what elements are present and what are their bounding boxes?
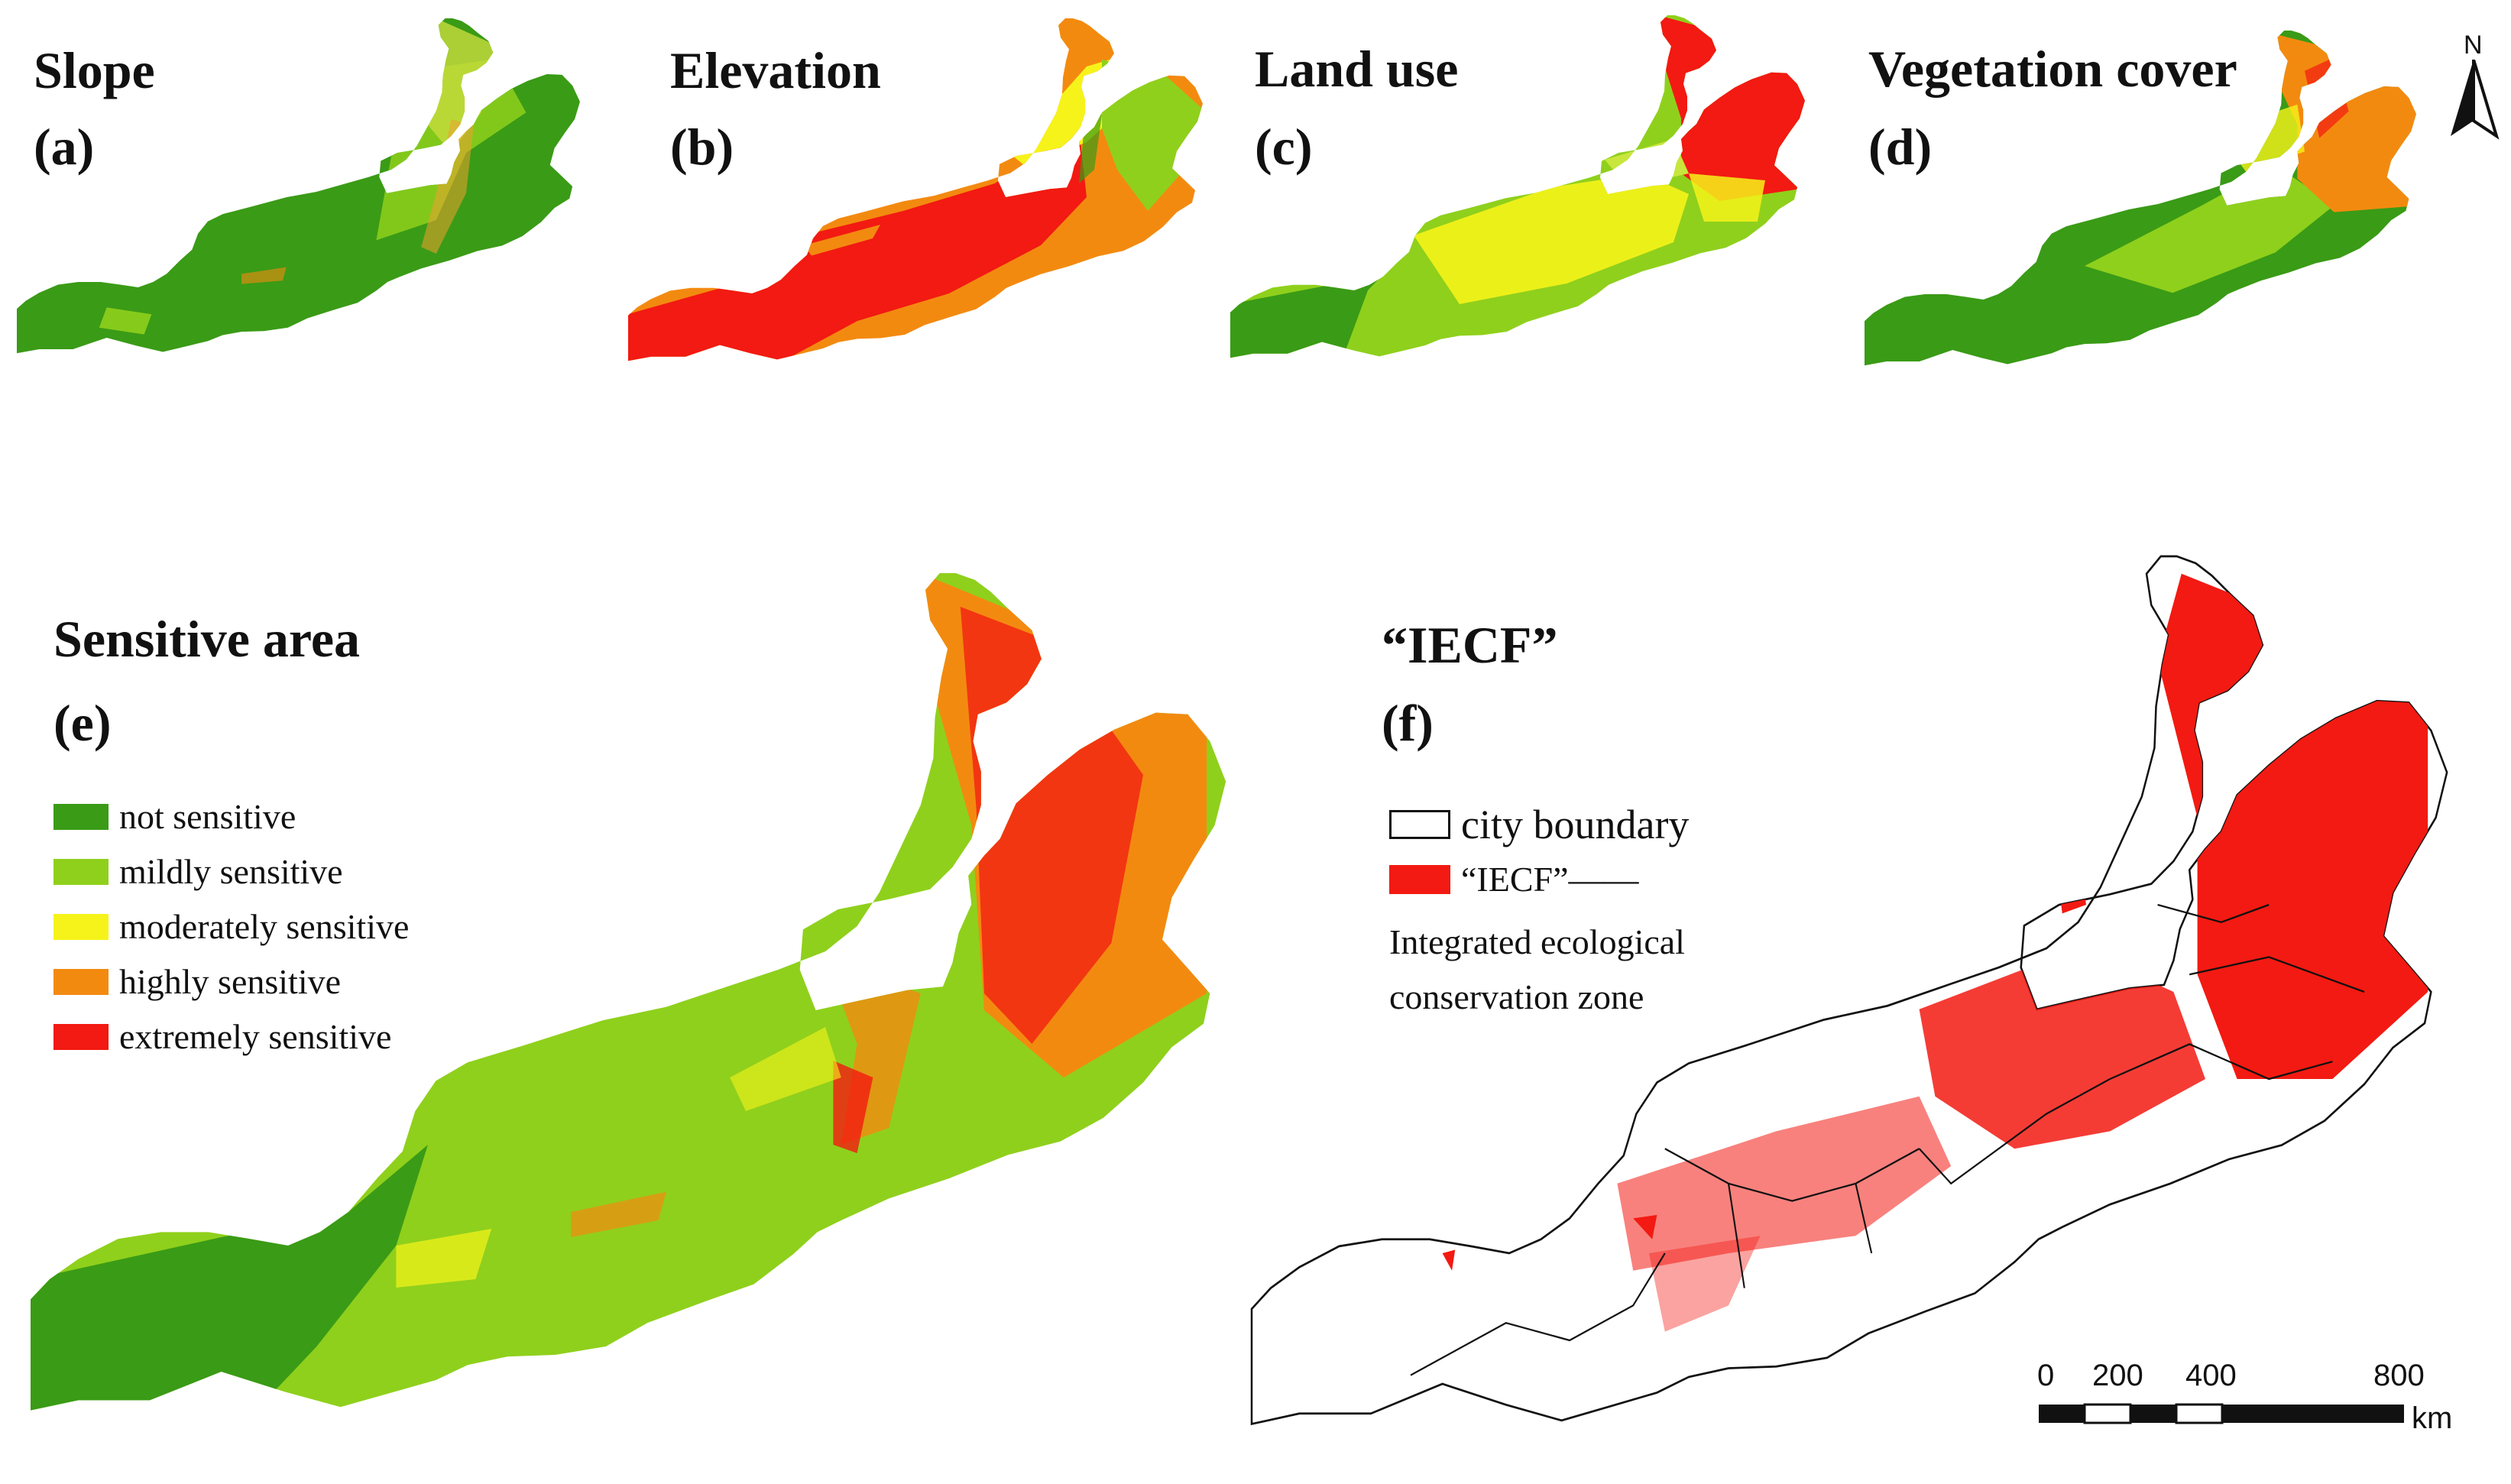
panel-elevation: Elevation (b): [611, 0, 1238, 520]
legend-label: not sensitive: [119, 797, 296, 836]
scale-unit: km: [2412, 1401, 2453, 1435]
legend-swatch: [53, 804, 109, 830]
legend-item-not-sensitive: not sensitive: [53, 799, 296, 834]
sensitive-area-map: [31, 573, 1226, 1411]
scale-tick-0: 0: [2037, 1359, 2055, 1392]
scale-tick-400: 400: [2185, 1359, 2237, 1392]
legend-item-moderately-sensitive: moderately sensitive: [53, 909, 409, 945]
legend-label: extremely sensitive: [119, 1017, 392, 1056]
land-use-label: (c): [1255, 118, 1313, 176]
legend-label: moderately sensitive: [119, 907, 410, 946]
legend-label-iecf: “IECF”——: [1461, 860, 1639, 899]
iecf-map: [1250, 555, 2448, 1425]
legend-iecf-desc-2: conservation zone: [1389, 977, 1644, 1016]
elevation-label: (b): [670, 118, 734, 176]
slope-label: (a): [34, 118, 95, 176]
legend-swatch: [53, 1024, 109, 1050]
legend-item-highly-sensitive: highly sensitive: [53, 964, 341, 1000]
legend-item-iecf: “IECF”——: [1389, 862, 1639, 897]
land-use-title: Land use: [1255, 40, 1459, 98]
legend-swatch: [53, 859, 109, 885]
panel-iecf: “IECF” (f) city boundary “IECF”—— Integr…: [1238, 520, 2511, 1484]
north-arrow-label: N: [2464, 31, 2483, 60]
legend-label: mildly sensitive: [119, 852, 343, 891]
iecf-title: “IECF”: [1382, 616, 1558, 674]
panel-land-use: Land use (c): [1223, 0, 1857, 520]
scale-bar-graphic: [2039, 1403, 2404, 1424]
scale-tick-800: 800: [2373, 1359, 2425, 1392]
sensitive-area-label: (e): [53, 694, 112, 752]
legend-swatch: [53, 914, 109, 940]
scale-bar: 0 200 400 800 km: [2017, 1360, 2491, 1452]
vegetation-cover-label: (d): [1868, 118, 1933, 176]
iecf-label: (f): [1382, 694, 1434, 752]
legend-label-city-boundary: city boundary: [1461, 802, 1690, 847]
legend-item-city-boundary: city boundary: [1389, 804, 1689, 845]
sensitive-area-title: Sensitive area: [53, 610, 361, 668]
elevation-title: Elevation: [670, 41, 881, 99]
vegetation-cover-map: [1865, 31, 2416, 366]
panel-sensitive-area: Sensitive area (e) not sensitive mildly …: [0, 520, 1238, 1484]
panel-slope: Slope (a): [0, 0, 611, 520]
panel-vegetation-cover: Vegetation cover (d) N: [1849, 0, 2511, 520]
north-arrow-icon: [2451, 60, 2500, 140]
elevation-map: [628, 18, 1203, 361]
legend-label: highly sensitive: [119, 962, 342, 1001]
legend-item-mildly-sensitive: mildly sensitive: [53, 854, 343, 889]
legend-item-extremely-sensitive: extremely sensitive: [53, 1019, 391, 1055]
legend-swatch-iecf: [1389, 865, 1450, 894]
legend-iecf-desc-1: Integrated ecological: [1389, 922, 1685, 961]
legend-swatch: [53, 969, 109, 995]
legend-swatch-boundary: [1389, 810, 1450, 839]
vegetation-cover-title: Vegetation cover: [1868, 40, 2237, 98]
scale-tick-200: 200: [2092, 1359, 2143, 1392]
north-arrow: N: [2447, 31, 2500, 145]
land-use-map: [1230, 15, 1805, 358]
slope-map: [17, 18, 580, 354]
slope-title: Slope: [34, 41, 155, 99]
